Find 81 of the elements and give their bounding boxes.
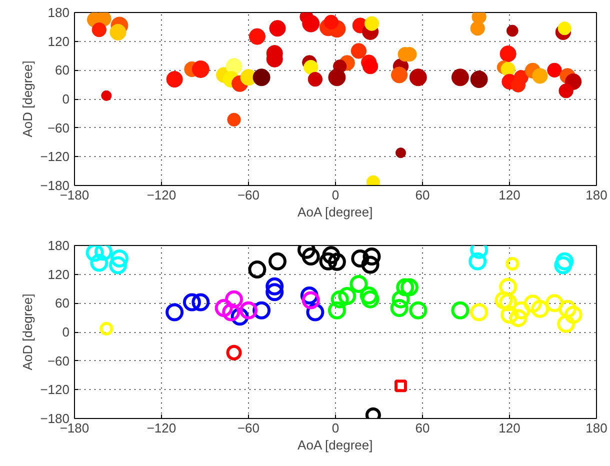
y-tick-label: 180 bbox=[48, 238, 70, 253]
x-tick-label: 120 bbox=[498, 420, 520, 436]
point bbox=[509, 309, 528, 328]
x-tick-label: 60 bbox=[415, 188, 430, 202]
point bbox=[564, 306, 582, 324]
point bbox=[94, 246, 112, 261]
point bbox=[361, 256, 380, 274]
x-tick-label: 180 bbox=[586, 188, 608, 202]
point bbox=[361, 290, 380, 308]
point bbox=[500, 306, 518, 324]
point bbox=[86, 246, 104, 262]
x-tick-label: −120 bbox=[146, 420, 176, 436]
x-tick-label: 60 bbox=[415, 420, 430, 436]
y-tick-label: 0 bbox=[62, 324, 70, 340]
point bbox=[90, 254, 108, 272]
point bbox=[192, 293, 210, 312]
point bbox=[451, 301, 470, 320]
point bbox=[390, 298, 408, 317]
point bbox=[545, 294, 564, 312]
y-tick-label: −120 bbox=[40, 382, 70, 398]
y-tick-label: 60 bbox=[55, 296, 70, 311]
x-tick-label: 0 bbox=[332, 420, 340, 436]
point bbox=[302, 248, 320, 266]
point bbox=[240, 301, 258, 320]
x-tick-label: −60 bbox=[237, 420, 260, 436]
point bbox=[319, 252, 338, 270]
y-tick-label: −120 bbox=[40, 149, 70, 164]
point bbox=[214, 298, 233, 317]
point bbox=[338, 286, 356, 305]
y-tick-label: 120 bbox=[48, 34, 70, 49]
point bbox=[266, 277, 284, 296]
point bbox=[225, 290, 243, 308]
point bbox=[222, 303, 240, 322]
point bbox=[350, 274, 368, 293]
x-tick-label: −60 bbox=[237, 188, 260, 202]
x-tick-label: 120 bbox=[498, 188, 520, 202]
y-tick-label: −180 bbox=[40, 411, 70, 426]
point bbox=[558, 300, 576, 318]
point bbox=[322, 246, 340, 264]
point bbox=[394, 380, 407, 392]
point bbox=[362, 248, 381, 266]
y-tick-label: −180 bbox=[40, 178, 70, 193]
point bbox=[302, 291, 320, 310]
y-axis-title: AoD [degree] bbox=[20, 60, 36, 138]
point bbox=[499, 278, 518, 296]
y-tick-label: 0 bbox=[62, 92, 70, 106]
point bbox=[360, 286, 378, 304]
point bbox=[110, 249, 128, 268]
point bbox=[328, 252, 346, 271]
x-axis-title: AoA [degree] bbox=[298, 438, 373, 452]
point bbox=[400, 278, 418, 296]
point bbox=[392, 290, 410, 308]
point bbox=[554, 256, 572, 274]
point bbox=[266, 283, 284, 302]
point bbox=[166, 303, 184, 322]
point bbox=[330, 290, 349, 308]
x-tick-label: 0 bbox=[332, 188, 340, 202]
point bbox=[524, 294, 542, 313]
point bbox=[470, 303, 488, 322]
point bbox=[226, 344, 242, 360]
point bbox=[351, 249, 370, 268]
y-tick-label: 60 bbox=[55, 62, 70, 78]
x-tick-label: −120 bbox=[146, 188, 176, 202]
point bbox=[248, 260, 266, 279]
point bbox=[268, 252, 286, 270]
y-tick-label: 180 bbox=[48, 5, 70, 20]
x-axis-title: AoA [degree] bbox=[298, 204, 373, 220]
y-tick-label: −60 bbox=[47, 120, 70, 136]
point bbox=[109, 256, 127, 274]
y-axis-title: AoD [degree] bbox=[20, 294, 36, 370]
x-tick-label: 180 bbox=[586, 420, 608, 436]
point bbox=[328, 301, 346, 320]
point bbox=[468, 252, 487, 270]
y-tick-label: −60 bbox=[47, 353, 70, 368]
point bbox=[556, 252, 574, 270]
point bbox=[530, 300, 549, 318]
point bbox=[409, 301, 428, 320]
point bbox=[557, 314, 576, 333]
point bbox=[396, 278, 414, 296]
point bbox=[182, 293, 201, 312]
y-tick-label: 120 bbox=[48, 266, 70, 282]
